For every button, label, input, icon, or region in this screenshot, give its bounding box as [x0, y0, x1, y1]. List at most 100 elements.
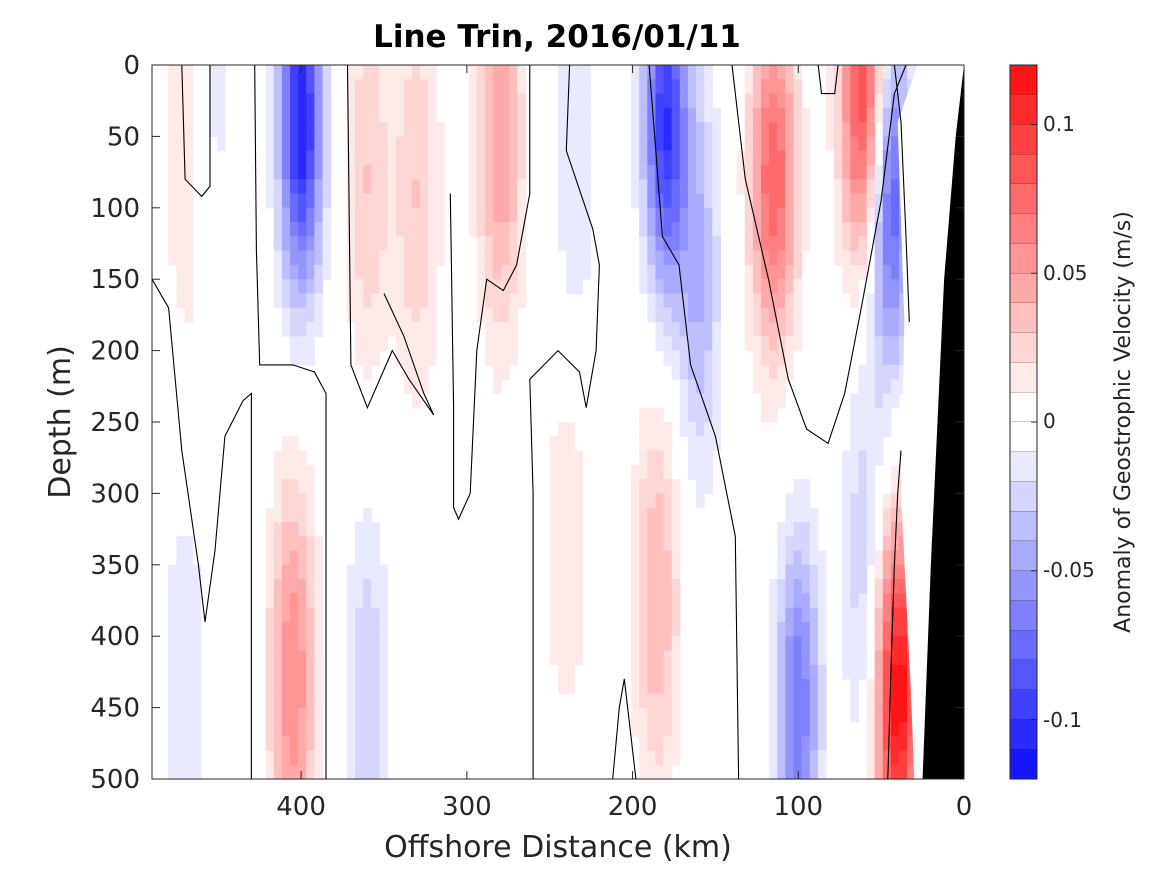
velocity-cell — [184, 650, 194, 666]
velocity-cell — [476, 279, 486, 295]
velocity-cell — [858, 79, 868, 95]
velocity-cell — [769, 579, 778, 594]
velocity-cell — [882, 222, 892, 237]
velocity-cell — [890, 693, 900, 709]
velocity-cell — [184, 593, 194, 609]
velocity-cell — [184, 764, 194, 780]
velocity-cell — [371, 164, 380, 180]
velocity-cell — [501, 307, 510, 323]
velocity-cell — [509, 250, 518, 266]
velocity-cell — [647, 664, 657, 680]
velocity-cell — [809, 607, 819, 623]
velocity-cell — [874, 693, 884, 709]
velocity-cell — [850, 636, 860, 652]
velocity-cell — [882, 693, 892, 709]
velocity-cell — [517, 136, 527, 152]
velocity-cell — [809, 550, 819, 566]
velocity-cell — [882, 593, 892, 609]
velocity-cell — [363, 122, 372, 137]
velocity-cell — [899, 593, 908, 609]
velocity-cell — [314, 322, 324, 337]
velocity-cell — [687, 422, 697, 437]
velocity-cell — [769, 65, 778, 80]
velocity-cell — [761, 93, 770, 109]
velocity-cell — [679, 222, 689, 237]
velocity-cell — [168, 122, 177, 137]
velocity-cell — [176, 107, 186, 123]
velocity-cell — [493, 336, 502, 352]
velocity-cell — [890, 464, 900, 480]
velocity-cell — [379, 307, 389, 323]
velocity-cell — [655, 136, 665, 152]
velocity-cell — [566, 122, 575, 137]
colorbar-block — [1010, 303, 1037, 334]
velocity-cell — [281, 93, 291, 109]
velocity-cell — [809, 536, 819, 552]
velocity-cell — [322, 136, 332, 152]
velocity-cell — [273, 493, 283, 509]
velocity-cell — [663, 493, 673, 509]
velocity-cell — [379, 150, 389, 166]
x-tick-marks — [300, 65, 965, 779]
velocity-cell — [687, 407, 697, 423]
velocity-cell — [265, 65, 275, 80]
velocity-cell — [411, 379, 421, 395]
velocity-cell — [631, 579, 640, 594]
velocity-cell — [436, 193, 445, 209]
velocity-cell — [566, 679, 575, 694]
velocity-cell — [769, 179, 778, 195]
velocity-cell — [639, 107, 648, 123]
velocity-cell — [419, 364, 429, 380]
velocity-cell — [273, 679, 283, 694]
velocity-cell — [306, 107, 315, 123]
velocity-cell — [184, 607, 194, 623]
velocity-cell — [168, 150, 177, 166]
velocity-cell — [874, 65, 884, 80]
velocity-cell — [281, 322, 291, 337]
velocity-cell — [712, 250, 721, 266]
colorbar-block — [1010, 124, 1037, 155]
velocity-cell — [346, 621, 356, 637]
velocity-cell — [558, 550, 567, 566]
velocity-cell — [696, 436, 705, 452]
velocity-cell — [696, 250, 705, 266]
velocity-cell — [273, 79, 283, 95]
velocity-cell — [306, 507, 315, 523]
velocity-cell — [281, 636, 291, 652]
velocity-cell — [371, 264, 380, 280]
velocity-cell — [290, 264, 299, 280]
velocity-cell — [411, 236, 421, 252]
velocity-cell — [890, 336, 900, 352]
velocity-cell — [411, 93, 421, 109]
velocity-cell — [744, 293, 754, 309]
velocity-cell — [436, 222, 445, 237]
velocity-cell — [769, 721, 778, 737]
velocity-cell — [696, 479, 705, 494]
velocity-cell — [403, 379, 413, 395]
velocity-cell — [290, 79, 299, 95]
velocity-cell — [785, 222, 795, 237]
velocity-cell — [858, 422, 868, 437]
velocity-cell — [761, 407, 770, 423]
velocity-cell — [890, 479, 900, 494]
velocity-cell — [671, 636, 681, 652]
velocity-cell — [346, 150, 356, 166]
velocity-cell — [566, 636, 575, 652]
velocity-cell — [687, 207, 697, 223]
velocity-cell — [306, 222, 315, 237]
velocity-cell — [346, 222, 356, 237]
velocity-cell — [890, 150, 900, 166]
velocity-cell — [298, 236, 307, 252]
velocity-cell — [566, 579, 575, 594]
velocity-cell — [509, 193, 518, 209]
velocity-cell — [298, 450, 307, 466]
velocity-cell — [671, 479, 681, 494]
velocity-cell — [306, 479, 315, 494]
velocity-cell — [687, 136, 697, 152]
velocity-cell — [273, 150, 283, 166]
velocity-cell — [355, 93, 364, 109]
velocity-cell — [890, 193, 900, 209]
velocity-cell — [639, 464, 648, 480]
velocity-cell — [509, 264, 518, 280]
velocity-cell — [306, 579, 315, 594]
